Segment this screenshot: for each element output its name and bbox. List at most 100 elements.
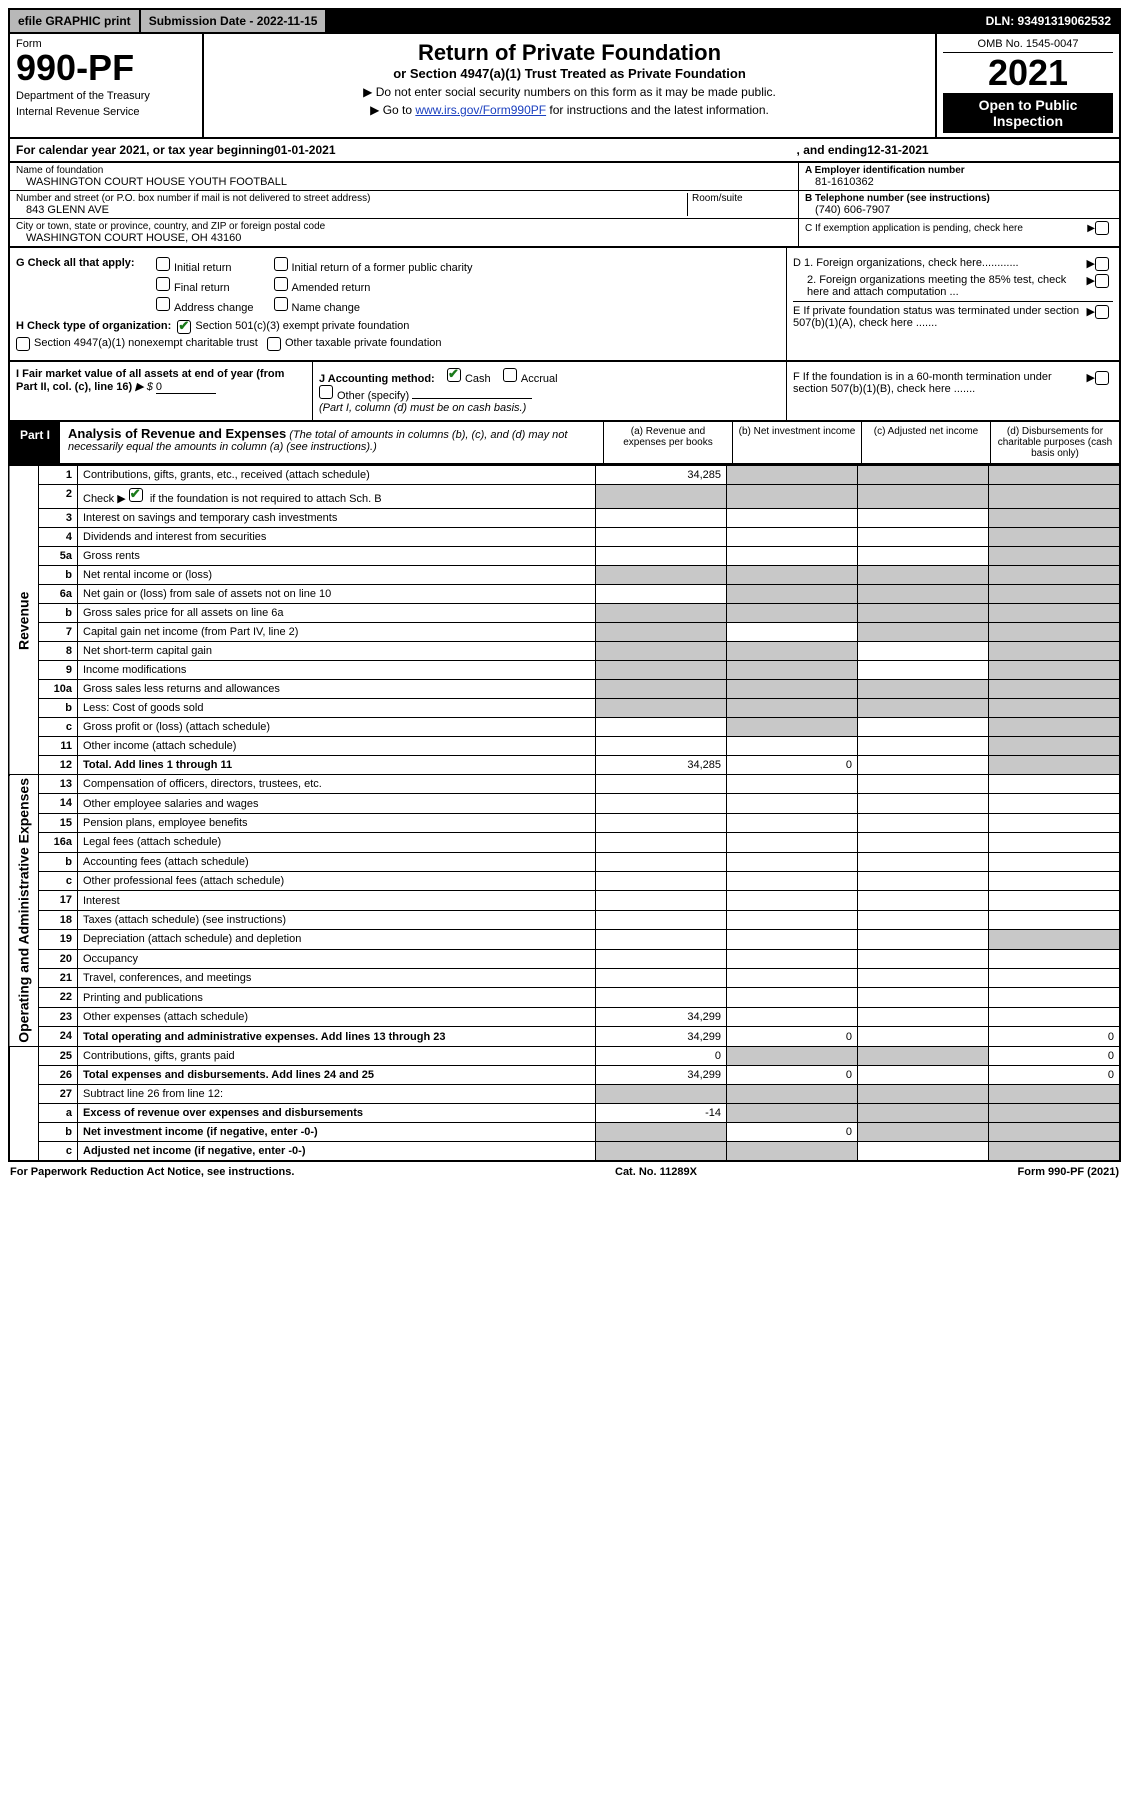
table-row: 10aGross sales less returns and allowanc…: [9, 680, 1120, 699]
col-d-header: (d) Disbursements for charitable purpose…: [991, 422, 1119, 463]
c-checkbox[interactable]: [1095, 221, 1109, 235]
table-row: 27Subtract line 26 from line 12:: [9, 1084, 1120, 1103]
ein-label: A Employer identification number: [805, 165, 1113, 176]
g-final-checkbox[interactable]: [156, 277, 170, 291]
addr-label: Number and street (or P.O. box number if…: [16, 193, 687, 204]
d1-checkbox[interactable]: [1095, 257, 1109, 271]
phone-label: B Telephone number (see instructions): [805, 193, 1113, 204]
footer-right: Form 990-PF (2021): [1018, 1166, 1119, 1178]
h-other-checkbox[interactable]: [267, 337, 281, 351]
table-row: 3Interest on savings and temporary cash …: [9, 509, 1120, 528]
j-accrual-checkbox[interactable]: [503, 368, 517, 382]
table-row: 16aLegal fees (attach schedule): [9, 833, 1120, 852]
table-row: 21Travel, conferences, and meetings: [9, 969, 1120, 988]
h-501c3-checkbox[interactable]: [177, 320, 191, 334]
g-addr-checkbox[interactable]: [156, 297, 170, 311]
table-row: bLess: Cost of goods sold: [9, 699, 1120, 718]
j-cash-checkbox[interactable]: [447, 368, 461, 382]
f-checkbox[interactable]: [1095, 371, 1109, 385]
calendar-year-row: For calendar year 2021, or tax year begi…: [8, 139, 1121, 163]
table-row: 12Total. Add lines 1 through 1134,2850: [9, 756, 1120, 775]
cal-year-pre: For calendar year 2021, or tax year begi…: [16, 143, 274, 157]
form-number: 990-PF: [16, 50, 196, 86]
dln-label: DLN: 93491319062532: [978, 10, 1119, 32]
identification-block: Name of foundation WASHINGTON COURT HOUS…: [8, 163, 1121, 248]
table-row: 20Occupancy: [9, 949, 1120, 968]
g-initial-checkbox[interactable]: [156, 257, 170, 271]
cell-a: 34,285: [596, 466, 727, 485]
table-row: 23Other expenses (attach schedule)34,299: [9, 1007, 1120, 1026]
checks-block: G Check all that apply: Initial return F…: [8, 248, 1121, 362]
g-addr: Address change: [174, 302, 254, 314]
form-header: Form 990-PF Department of the Treasury I…: [8, 34, 1121, 139]
table-row: 18Taxes (attach schedule) (see instructi…: [9, 910, 1120, 929]
name-label: Name of foundation: [16, 165, 792, 176]
h-other: Other taxable private foundation: [285, 337, 442, 349]
i-value: 0: [156, 381, 216, 394]
line-desc: Contributions, gifts, grants, etc., rece…: [78, 466, 596, 485]
table-row: cOther professional fees (attach schedul…: [9, 872, 1120, 891]
part1-table: Revenue 1 Contributions, gifts, grants, …: [8, 465, 1121, 1162]
g-initial: Initial return: [174, 262, 231, 274]
form-title: Return of Private Foundation: [214, 40, 925, 66]
dept-treasury: Department of the Treasury: [16, 90, 196, 102]
r2-post: if the foundation is not required to att…: [150, 493, 382, 505]
g-name-checkbox[interactable]: [274, 297, 288, 311]
table-row: Revenue 1 Contributions, gifts, grants, …: [9, 466, 1120, 485]
g-initial-former: Initial return of a former public charit…: [292, 262, 473, 274]
g-initial-former-checkbox[interactable]: [274, 257, 288, 271]
foundation-address: 843 GLENN AVE: [16, 204, 687, 216]
table-row: aExcess of revenue over expenses and dis…: [9, 1103, 1120, 1122]
table-row: 14Other employee salaries and wages: [9, 794, 1120, 813]
h-4947-checkbox[interactable]: [16, 337, 30, 351]
phone-value: (740) 606-7907: [805, 204, 1113, 216]
instr-goto-post: for instructions and the latest informat…: [549, 103, 768, 117]
cell-d: [989, 466, 1121, 485]
header-right-block: OMB No. 1545-0047 2021 Open to Public In…: [937, 34, 1119, 137]
foundation-name: WASHINGTON COURT HOUSE YOUTH FOOTBALL: [16, 176, 792, 188]
top-bar: efile GRAPHIC print Submission Date - 20…: [8, 8, 1121, 34]
footer-mid: Cat. No. 11289X: [615, 1166, 697, 1178]
cell-c: [858, 466, 989, 485]
instr-ssn: ▶ Do not enter social security numbers o…: [214, 85, 925, 99]
table-row: 26Total expenses and disbursements. Add …: [9, 1065, 1120, 1084]
g-amended-checkbox[interactable]: [274, 277, 288, 291]
form-id-block: Form 990-PF Department of the Treasury I…: [10, 34, 204, 137]
footer-left: For Paperwork Reduction Act Notice, see …: [10, 1166, 294, 1178]
table-row: bNet rental income or (loss): [9, 566, 1120, 585]
e-label: E If private foundation status was termi…: [793, 305, 1087, 329]
ij-block: I Fair market value of all assets at end…: [8, 362, 1121, 422]
i-prefix: ▶ $: [135, 381, 153, 393]
table-row: bAccounting fees (attach schedule): [9, 852, 1120, 871]
e-checkbox[interactable]: [1095, 305, 1109, 319]
expenses-side-label: Operating and Administrative Expenses: [9, 775, 39, 1047]
efile-print-button[interactable]: efile GRAPHIC print: [10, 10, 141, 32]
d2-checkbox[interactable]: [1095, 274, 1109, 288]
c-label: C If exemption application is pending, c…: [805, 223, 1087, 234]
r2-pre: Check ▶: [83, 493, 129, 505]
ein-value: 81-1610362: [805, 176, 1113, 188]
table-row: 8Net short-term capital gain: [9, 642, 1120, 661]
part1-header: Part I Analysis of Revenue and Expenses …: [8, 422, 1121, 465]
table-row: bNet investment income (if negative, ent…: [9, 1122, 1120, 1141]
part1-label: Part I: [10, 422, 60, 463]
table-row: 19Depreciation (attach schedule) and dep…: [9, 930, 1120, 949]
j-note: (Part I, column (d) must be on cash basi…: [319, 402, 780, 414]
omb-number: OMB No. 1545-0047: [943, 38, 1113, 53]
r2-checkbox[interactable]: [129, 488, 143, 502]
instr-link[interactable]: www.irs.gov/Form990PF: [415, 103, 546, 117]
col-c-header: (c) Adjusted net income: [862, 422, 991, 463]
table-row: 17Interest: [9, 891, 1120, 910]
line-no: 1: [39, 466, 78, 485]
form-title-block: Return of Private Foundation or Section …: [204, 34, 937, 137]
col-a-header: (a) Revenue and expenses per books: [604, 422, 733, 463]
table-row: Operating and Administrative Expenses 13…: [9, 775, 1120, 794]
table-row: cAdjusted net income (if negative, enter…: [9, 1141, 1120, 1161]
g-final: Final return: [174, 282, 230, 294]
d1-label: D 1. Foreign organizations, check here..…: [793, 257, 1087, 269]
dept-irs: Internal Revenue Service: [16, 106, 196, 118]
cal-year-mid: , and ending: [797, 143, 868, 157]
table-row: 4Dividends and interest from securities: [9, 528, 1120, 547]
table-row: 22Printing and publications: [9, 988, 1120, 1007]
j-other-checkbox[interactable]: [319, 385, 333, 399]
